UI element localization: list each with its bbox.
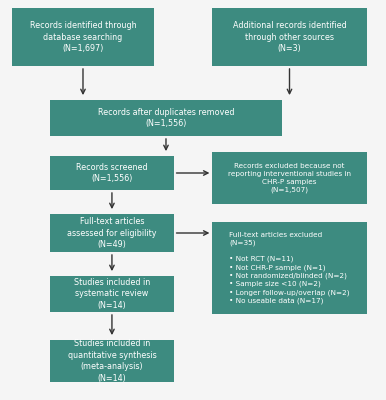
FancyBboxPatch shape [12,8,154,66]
Text: Studies included in
systematic review
(N=14): Studies included in systematic review (N… [74,278,150,310]
Text: Records screened
(N=1,556): Records screened (N=1,556) [76,163,148,183]
Text: Records excluded because not
reporting interventional studies in
CHR-P samples
(: Records excluded because not reporting i… [228,163,351,193]
Text: Records identified through
database searching
(N=1,697): Records identified through database sear… [30,21,136,53]
Text: Records after duplicates removed
(N=1,556): Records after duplicates removed (N=1,55… [98,108,234,128]
FancyBboxPatch shape [212,152,367,204]
FancyBboxPatch shape [50,340,174,382]
Text: Full-text articles excluded
(N=35)

• Not RCT (N=11)
• Not CHR-P sample (N=1)
• : Full-text articles excluded (N=35) • Not… [229,232,350,304]
FancyBboxPatch shape [50,100,282,136]
FancyBboxPatch shape [50,214,174,252]
FancyBboxPatch shape [50,156,174,190]
Text: Additional records identified
through other sources
(N=3): Additional records identified through ot… [233,21,346,53]
Text: Full-text articles
assessed for eligibility
(N=49): Full-text articles assessed for eligibil… [67,217,157,249]
FancyBboxPatch shape [212,222,367,314]
Text: Studies included in
quantitative synthesis
(meta-analysis)
(N=14): Studies included in quantitative synthes… [68,339,156,383]
FancyBboxPatch shape [50,276,174,312]
FancyBboxPatch shape [212,8,367,66]
